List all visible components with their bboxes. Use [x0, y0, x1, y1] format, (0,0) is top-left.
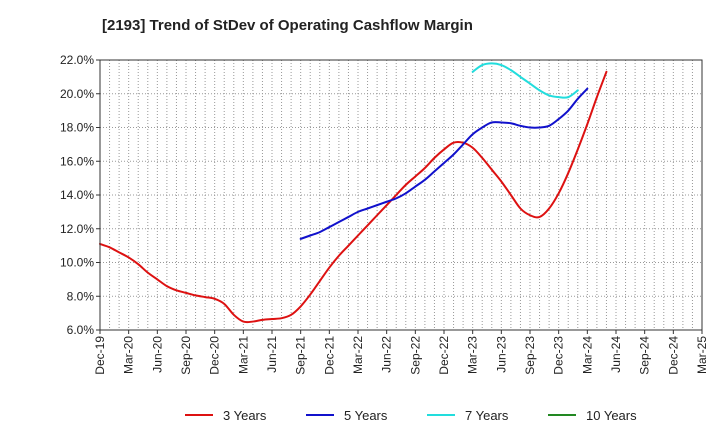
x-tick-label: Dec-19 — [93, 336, 107, 375]
legend-label: 7 Years — [465, 408, 509, 423]
legend-label: 10 Years — [586, 408, 637, 423]
x-tick-label: Jun-20 — [150, 336, 164, 373]
x-tick-label: Sep-23 — [523, 336, 537, 375]
x-tick-label: Sep-20 — [179, 336, 193, 375]
x-tick-label: Mar-20 — [122, 336, 136, 374]
y-tick-label: 12.0% — [60, 222, 94, 236]
y-tick-label: 14.0% — [60, 188, 94, 202]
legend-label: 3 Years — [223, 408, 267, 423]
x-axis: Dec-19 Mar-20 Jun-20 Sep-20 Dec-20 Mar-21 Jun-… — [93, 330, 709, 375]
y-tick-label: 6.0% — [67, 323, 95, 337]
series-line-1 — [99, 70, 608, 324]
legend: 3 Years 5 Years 7 Years 10 Years — [185, 408, 637, 423]
x-tick-label: Dec-20 — [208, 336, 222, 375]
x-tick-label: Jun-23 — [494, 336, 508, 373]
y-tick-label: 20.0% — [60, 87, 94, 101]
x-tick-label: Mar-21 — [236, 336, 250, 374]
x-tick-label: Sep-24 — [638, 336, 652, 375]
x-tick-label: Dec-23 — [552, 336, 566, 375]
x-tick-label: Mar-24 — [580, 336, 594, 374]
y-axis: 6.0% 8.0% 10.0% 12.0% 14.0% 16.0% 18.0% 20.0% 22… — [60, 53, 100, 337]
x-tick-label: Dec-21 — [322, 336, 336, 375]
series-line-2 — [299, 87, 589, 240]
legend-label: 5 Years — [344, 408, 388, 423]
x-tick-label: Jun-24 — [609, 336, 623, 373]
series-lines — [99, 62, 608, 324]
plot-frame — [99, 59, 703, 331]
x-tick-label: Mar-22 — [351, 336, 365, 374]
x-tick-label: Jun-22 — [380, 336, 394, 373]
y-tick-label: 18.0% — [60, 121, 94, 135]
x-tick-label: Sep-21 — [294, 336, 308, 375]
x-tick-label: Jun-21 — [265, 336, 279, 373]
x-tick-label: Sep-22 — [408, 336, 422, 375]
x-tick-label: Dec-22 — [437, 336, 451, 375]
series-line-3 — [471, 62, 579, 99]
chart-title: [2193] Trend of StDev of Operating Cashf… — [102, 17, 473, 34]
y-tick-label: 16.0% — [60, 154, 94, 168]
y-tick-label: 10.0% — [60, 256, 94, 270]
y-tick-label: 8.0% — [67, 289, 95, 303]
y-tick-label: 22.0% — [60, 53, 94, 67]
grid — [100, 60, 702, 330]
x-tick-label: Mar-23 — [466, 336, 480, 374]
x-tick-label: Mar-25 — [695, 336, 709, 374]
x-tick-label: Dec-24 — [666, 336, 680, 375]
